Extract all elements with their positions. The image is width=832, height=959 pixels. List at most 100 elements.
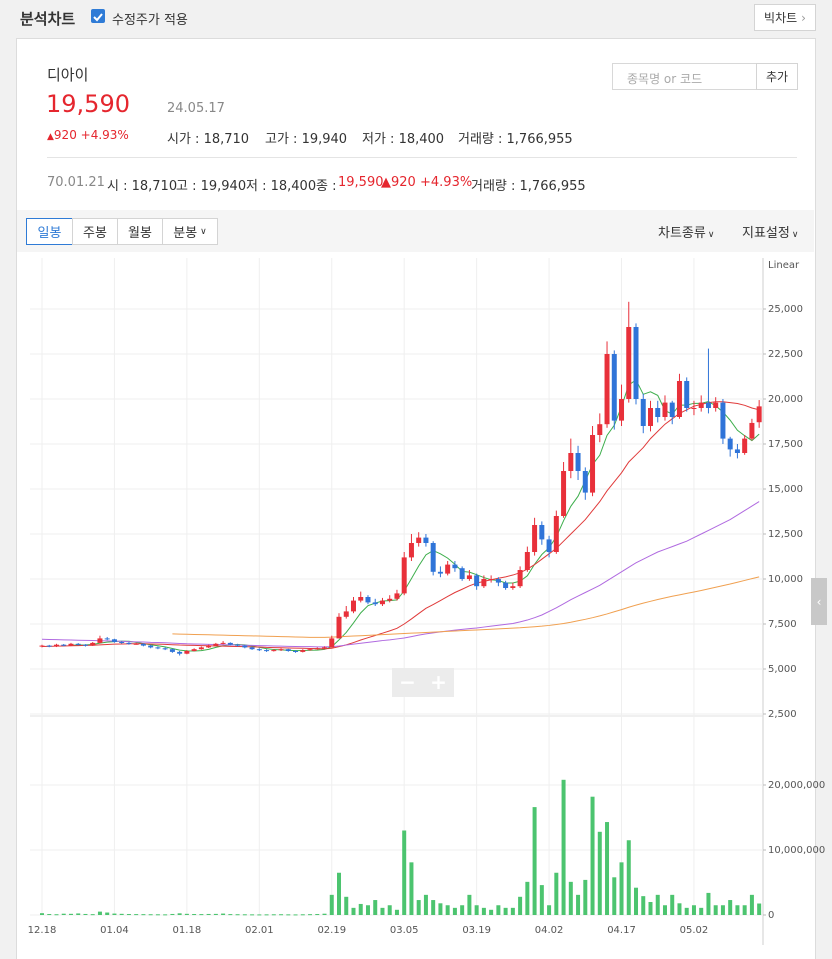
candle-body <box>350 600 356 612</box>
side-toggle[interactable]: ‹ <box>811 578 827 625</box>
detail-date: 70.01.21 <box>47 175 105 190</box>
volume-bar <box>431 900 436 915</box>
candle-body <box>437 571 443 574</box>
volume-bar <box>221 913 226 915</box>
candle-body <box>46 645 52 647</box>
candle-body <box>459 568 465 579</box>
candle-body <box>126 642 132 644</box>
candle-body <box>264 650 270 652</box>
zoom-out[interactable]: − <box>399 670 416 694</box>
candle-body <box>517 570 523 587</box>
candle-body <box>734 449 740 453</box>
volume-bar <box>757 903 762 915</box>
candle-body <box>466 575 472 579</box>
y-tick-label: 17,500 <box>768 439 803 450</box>
chevron: › <box>801 10 806 25</box>
candle-body <box>379 600 385 605</box>
candle-body <box>742 438 748 453</box>
volume-bar <box>286 914 291 916</box>
volume-bar <box>706 892 711 915</box>
x-tick-label: 04.02 <box>535 925 564 936</box>
volume-bar <box>97 911 102 915</box>
candle-body <box>749 422 755 439</box>
volume-bar <box>452 907 457 915</box>
period-tab[interactable]: 월봉 <box>117 218 163 245</box>
candle-body <box>191 649 197 651</box>
volume-bar <box>634 887 639 915</box>
candle-body <box>177 651 183 654</box>
candle-body <box>220 642 226 644</box>
candle-body <box>619 399 625 421</box>
stock-name: 디아이 <box>47 66 89 84</box>
candle-body <box>169 649 175 652</box>
chevron: ∨ <box>200 226 207 237</box>
scale-label: Linear <box>768 260 800 271</box>
candle-body <box>626 327 632 399</box>
chart-type-menu[interactable]: 차트종류 ∨ <box>658 222 714 241</box>
candle-body <box>669 402 675 417</box>
volume-bar <box>583 879 588 915</box>
candle-body <box>155 647 161 649</box>
indicator-menu[interactable]: 지표설정 ∨ <box>742 222 798 241</box>
candle-body <box>53 644 59 647</box>
divider <box>47 157 797 158</box>
volume-bar <box>489 909 494 915</box>
candle-body <box>235 644 241 646</box>
volume-bar <box>402 830 407 915</box>
volume-bar <box>170 913 175 915</box>
y-tick-label: 10,000 <box>768 574 803 585</box>
candle-body <box>532 525 538 552</box>
volume-bar <box>720 905 725 915</box>
volume-bar <box>192 914 197 916</box>
up-arrow: ▲ <box>381 175 391 190</box>
volume-bar <box>365 905 370 915</box>
candle-body <box>90 642 96 646</box>
volume-bar <box>315 914 320 916</box>
detail-item: 시 : 18,710 <box>107 179 178 194</box>
button-label: 추가 <box>765 70 789 84</box>
volume-bar <box>474 905 479 915</box>
candle-body <box>242 645 248 648</box>
candle-body <box>213 643 219 646</box>
candle-body <box>336 616 342 639</box>
zoom-control: − + <box>392 668 454 697</box>
volume-bar <box>423 894 428 915</box>
volume-bar <box>655 894 660 915</box>
period-tab-minute[interactable]: 분봉 ∨ <box>162 218 218 245</box>
change-pct: +4.93% <box>80 128 129 142</box>
volume-bar <box>337 872 342 915</box>
volume-bar <box>351 907 356 915</box>
x-tick-label: 02.19 <box>317 925 346 936</box>
candle-body <box>481 579 487 587</box>
x-tick-label: 01.04 <box>100 925 129 936</box>
candle-body <box>445 564 451 574</box>
candle-body <box>597 424 603 435</box>
moving-average-line <box>41 501 760 648</box>
candle-body <box>68 643 74 646</box>
volume-bar <box>438 903 443 915</box>
y-tick-label: 15,000 <box>768 484 803 495</box>
volume-bar <box>467 894 472 915</box>
candle-body <box>343 611 349 617</box>
adjust-checkbox[interactable] <box>91 9 105 23</box>
volume-bar <box>612 877 617 915</box>
candle-body <box>705 402 711 408</box>
big-chart-button[interactable]: 빅차트 › <box>754 4 816 31</box>
candle-body <box>604 354 610 425</box>
candle-body <box>314 648 320 650</box>
candle-body <box>539 525 545 540</box>
volume-bar <box>677 903 682 915</box>
moving-average-line <box>172 576 760 638</box>
x-tick-label: 03.19 <box>462 925 491 936</box>
zoom-in[interactable]: + <box>430 670 447 694</box>
add-button[interactable]: 추가 <box>756 63 798 90</box>
volume-bar <box>76 913 81 915</box>
stat: 고가 : 19,940 <box>265 132 348 147</box>
chart-panel <box>16 38 816 959</box>
candle-body <box>575 453 581 471</box>
candle-body <box>691 408 697 409</box>
volume-bar <box>61 913 66 915</box>
menu-label: 지표설정 <box>742 226 790 241</box>
candle-body <box>553 516 559 552</box>
volume-bar <box>300 914 305 916</box>
